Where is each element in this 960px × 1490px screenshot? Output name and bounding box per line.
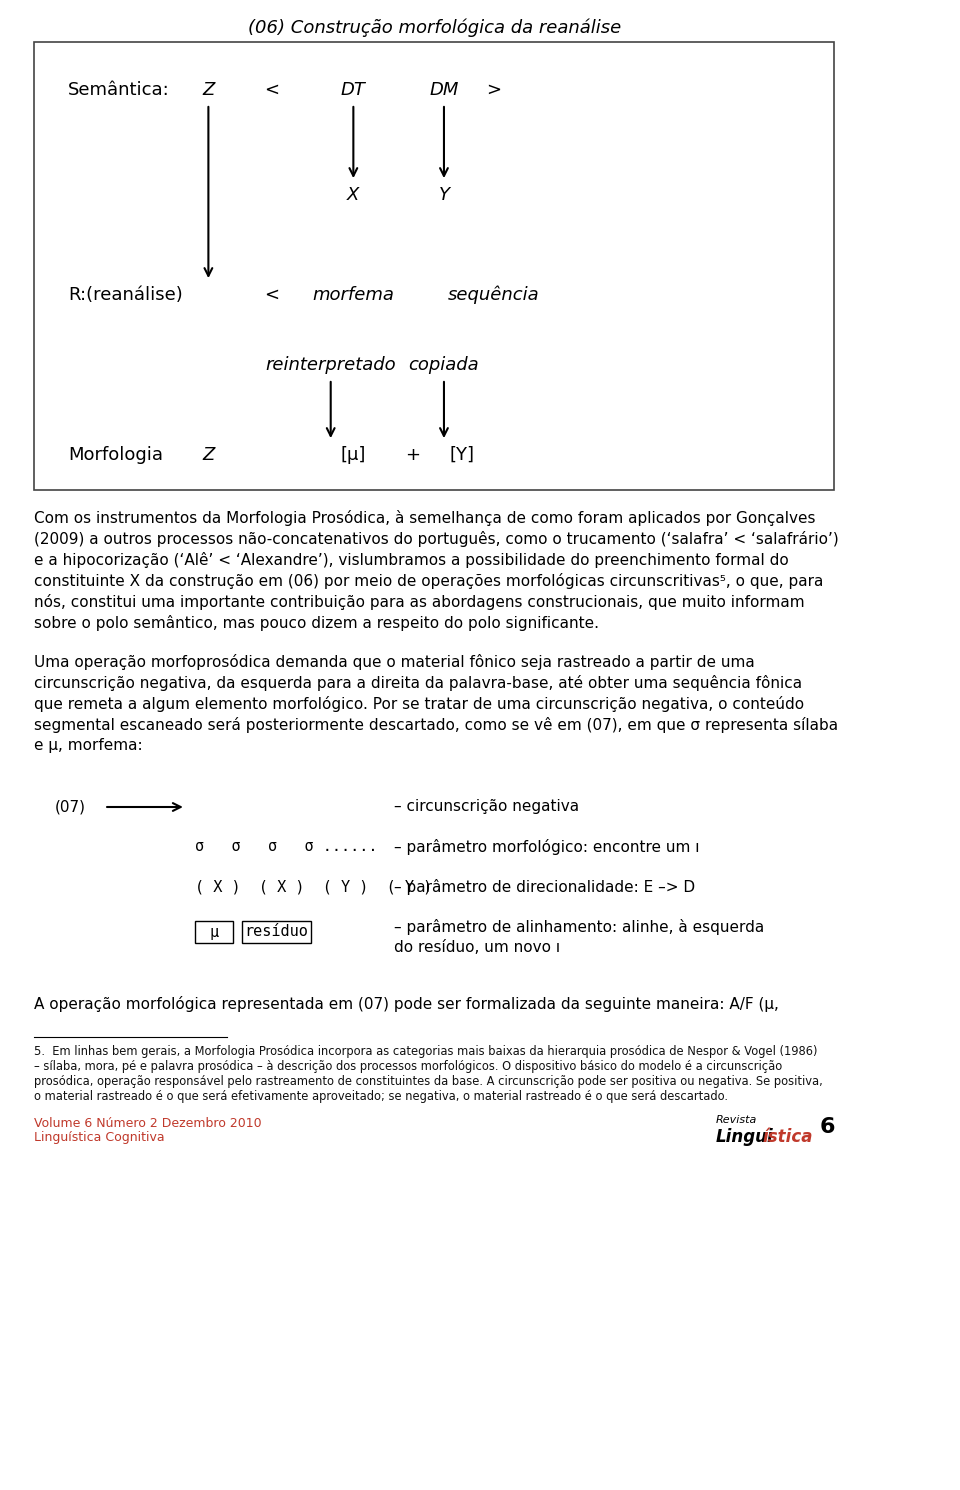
Text: que remeta a algum elemento morfológico. Por se tratar de uma circunscrição nega: que remeta a algum elemento morfológico.…	[35, 696, 804, 712]
Text: do resíduo, um novo ı: do resíduo, um novo ı	[395, 940, 561, 955]
Text: – parâmetro de direcionalidade: E –> D: – parâmetro de direcionalidade: E –> D	[395, 879, 695, 895]
Text: DT: DT	[341, 80, 366, 98]
Text: o material rastreado é o que será efetivamente aproveitado; se negativa, o mater: o material rastreado é o que será efetiv…	[35, 1091, 729, 1103]
Text: ística: ística	[763, 1128, 813, 1146]
Text: segmental escaneado será posteriormente descartado, como se vê em (07), em que σ: segmental escaneado será posteriormente …	[35, 717, 838, 733]
Text: <: <	[264, 80, 279, 98]
Text: Linguística Cognitiva: Linguística Cognitiva	[35, 1131, 165, 1144]
Text: 6: 6	[820, 1118, 835, 1137]
Text: X: X	[348, 186, 360, 204]
Bar	[195, 921, 233, 943]
Text: e μ, morfema:: e μ, morfema:	[35, 738, 143, 752]
Text: A operação morfológica representada em (07) pode ser formalizada da seguinte man: A operação morfológica representada em (…	[35, 995, 780, 1012]
Text: Volume 6 Número 2 Dezembro 2010: Volume 6 Número 2 Dezembro 2010	[35, 1118, 262, 1129]
Text: [μ]: [μ]	[341, 446, 366, 463]
Text: – sílaba, mora, pé e palavra prosódica – à descrição dos processos morfológicos.: – sílaba, mora, pé e palavra prosódica –…	[35, 1059, 782, 1073]
Text: (06) Construção morfológica da reanálise: (06) Construção morfológica da reanálise	[249, 18, 621, 36]
Text: Z: Z	[203, 446, 215, 463]
Text: reinterpretado: reinterpretado	[265, 356, 396, 374]
Text: Uma operação morfoprosódica demanda que o material fônico seja rastreado a parti: Uma operação morfoprosódica demanda que …	[35, 654, 756, 670]
Text: (07): (07)	[55, 799, 85, 814]
Text: Com os instrumentos da Morfologia Prosódica, à semelhança de como foram aplicado: Com os instrumentos da Morfologia Prosód…	[35, 510, 816, 526]
Text: <: <	[264, 286, 279, 304]
Text: Z: Z	[203, 80, 215, 98]
Text: e a hipocorização (‘Alê’ < ‘Alexandre’), vislumbramos a possibilidade do preench: e a hipocorização (‘Alê’ < ‘Alexandre’),…	[35, 551, 789, 568]
Text: μ: μ	[209, 924, 218, 940]
Text: morfema: morfema	[312, 286, 395, 304]
Text: Y: Y	[439, 186, 449, 204]
Text: prosódica, operação responsável pelo rastreamento de constituintes da base. A ci: prosódica, operação responsável pelo ras…	[35, 1074, 823, 1088]
Text: >: >	[487, 80, 501, 98]
Text: resíduo: resíduo	[245, 924, 308, 940]
Text: [Y]: [Y]	[449, 446, 474, 463]
Text: +: +	[405, 446, 420, 463]
Text: σ   σ   σ   σ ......: σ σ σ σ ......	[195, 839, 377, 854]
Text: DM: DM	[429, 80, 459, 98]
Text: – circunscrição negativa: – circunscrição negativa	[395, 799, 579, 814]
Text: circunscrição negativa, da esquerda para a direita da palavra-base, até obter um: circunscrição negativa, da esquerda para…	[35, 675, 803, 691]
Bar	[242, 921, 311, 943]
Text: – parâmetro de alinhamento: alinhe, à esquerda: – parâmetro de alinhamento: alinhe, à es…	[395, 919, 764, 936]
Text: sequência: sequência	[448, 286, 540, 304]
Text: sobre o polo semântico, mas pouco dizem a respeito do polo significante.: sobre o polo semântico, mas pouco dizem …	[35, 615, 599, 630]
Text: Morfologia: Morfologia	[68, 446, 163, 463]
Text: 5.  Em linhas bem gerais, a Morfologia Prosódica incorpora as categorias mais ba: 5. Em linhas bem gerais, a Morfologia Pr…	[35, 1044, 818, 1058]
Text: Lingui: Lingui	[716, 1128, 774, 1146]
Text: (2009) a outros processos não-concatenativos do português, como o trucamento (‘s: (2009) a outros processos não-concatenat…	[35, 530, 839, 547]
Text: R:(reanálise): R:(reanálise)	[68, 286, 182, 304]
Text: copiada: copiada	[409, 356, 479, 374]
Bar	[35, 42, 833, 490]
Text: Revista: Revista	[716, 1115, 757, 1125]
Text: ( X )  ( X )  ( Y )  ( Y ): ( X ) ( X ) ( Y ) ( Y )	[195, 879, 432, 894]
Text: nós, constitui uma importante contribuição para as abordagens construcionais, qu: nós, constitui uma importante contribuiç…	[35, 595, 805, 609]
Text: constituinte X da construção em (06) por meio de operações morfológicas circunsc: constituinte X da construção em (06) por…	[35, 574, 824, 589]
Text: Semântica:: Semântica:	[68, 80, 170, 98]
Text: – parâmetro morfológico: encontre um ı: – parâmetro morfológico: encontre um ı	[395, 839, 700, 855]
